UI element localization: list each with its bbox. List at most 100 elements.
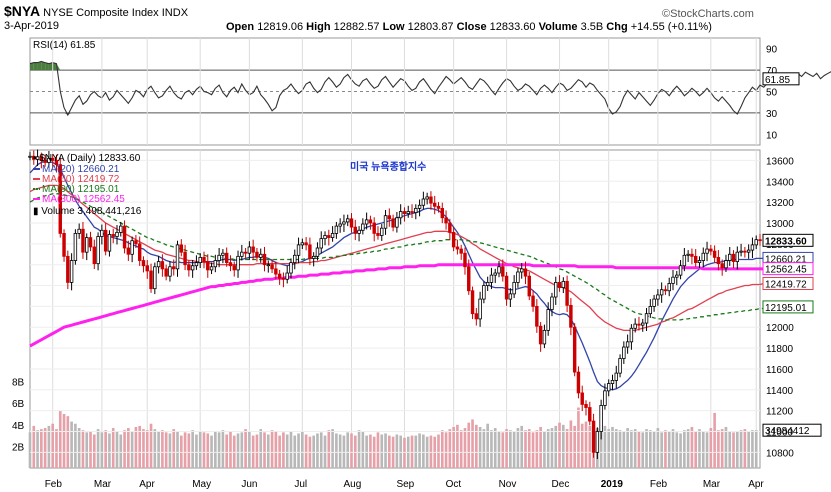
price-candle bbox=[693, 255, 698, 264]
volume-bar bbox=[414, 435, 418, 468]
ma60-line bbox=[29, 184, 776, 332]
volume-bar bbox=[346, 432, 350, 468]
price-tag-box bbox=[762, 276, 814, 290]
price-candle bbox=[342, 221, 346, 225]
price-tick-label: 11800 bbox=[766, 344, 794, 355]
volume-bar bbox=[229, 431, 232, 468]
volume-bar bbox=[236, 433, 240, 468]
volume-bar bbox=[353, 435, 357, 468]
volume-bar bbox=[96, 429, 100, 468]
rsi-overbought-fill bbox=[45, 62, 49, 71]
price-candle bbox=[618, 358, 622, 374]
volume-bar bbox=[626, 428, 629, 468]
volume-bar bbox=[603, 425, 607, 468]
volume-bar bbox=[55, 429, 58, 468]
volume-current-tag: 34984412 bbox=[765, 426, 810, 437]
price-candle bbox=[251, 246, 255, 253]
price-candle bbox=[398, 211, 403, 219]
volume-bar bbox=[728, 431, 732, 468]
price-panel bbox=[29, 149, 761, 469]
volume-bar bbox=[183, 432, 187, 468]
volume-bar bbox=[614, 429, 618, 468]
volume-bar bbox=[225, 434, 229, 468]
volume-bar bbox=[543, 431, 546, 468]
price-candle bbox=[372, 222, 376, 234]
volume-bar bbox=[58, 410, 62, 468]
volume-bar bbox=[278, 435, 281, 468]
price-candle bbox=[720, 263, 724, 269]
price-candle bbox=[625, 341, 630, 348]
volume-bar bbox=[138, 425, 142, 468]
ma90-line bbox=[29, 193, 783, 321]
price-candle bbox=[308, 244, 312, 259]
open-value: 12819.06 bbox=[257, 21, 304, 33]
ma-legend-label: MA(90) 12195.01 bbox=[42, 184, 120, 195]
rsi-overbought-fill bbox=[37, 61, 42, 71]
volume-bar bbox=[709, 428, 713, 468]
volume-bar bbox=[338, 434, 342, 468]
volume-bar bbox=[70, 421, 73, 468]
price-candle bbox=[603, 390, 607, 406]
price-candle bbox=[232, 265, 236, 271]
price-candle bbox=[591, 420, 596, 453]
price-candle bbox=[187, 264, 191, 271]
volume-bar bbox=[40, 429, 43, 468]
price-candle bbox=[361, 223, 365, 231]
price-candle bbox=[565, 280, 569, 306]
price-candle bbox=[262, 253, 267, 266]
volume-bar bbox=[142, 429, 145, 468]
price-candle bbox=[633, 323, 637, 329]
volume-bar bbox=[599, 422, 603, 468]
price-candle bbox=[35, 156, 40, 160]
change-value: +14.55 (+0.11%) bbox=[630, 21, 712, 33]
volume-bar bbox=[546, 429, 550, 468]
volume-bar bbox=[32, 425, 36, 468]
price-candle bbox=[614, 372, 618, 381]
volume-bar bbox=[648, 430, 652, 468]
price-candle bbox=[85, 237, 89, 253]
price-candle bbox=[432, 202, 437, 207]
price-candle bbox=[724, 260, 728, 269]
volume-bar bbox=[675, 432, 679, 468]
price-candle bbox=[81, 228, 85, 253]
volume-bar bbox=[656, 428, 660, 468]
volume-bar bbox=[580, 423, 584, 468]
stockcharts-brand[interactable]: ©StockCharts.com bbox=[662, 8, 754, 20]
volume-bar bbox=[335, 433, 338, 468]
volume-bar bbox=[89, 431, 92, 468]
price-candle bbox=[134, 240, 138, 245]
volume-bar bbox=[622, 431, 626, 468]
price-candle bbox=[206, 261, 210, 271]
x-tick-label: Mar bbox=[703, 479, 721, 490]
volume-bar bbox=[478, 426, 482, 468]
volume-bar bbox=[724, 426, 728, 468]
volume-bar bbox=[176, 431, 179, 468]
price-candle bbox=[247, 246, 252, 254]
volume-bar bbox=[679, 433, 682, 468]
low-value: 12803.87 bbox=[407, 21, 454, 33]
volume-bar bbox=[403, 437, 406, 468]
price-tick-label: 10800 bbox=[766, 448, 794, 459]
volume-bar bbox=[289, 431, 293, 468]
price-candle bbox=[455, 246, 460, 250]
price-candle bbox=[709, 248, 713, 252]
rsi-current-tag-box bbox=[762, 72, 800, 86]
price-candle bbox=[508, 293, 513, 300]
price-candle bbox=[190, 265, 195, 271]
price-candle bbox=[66, 255, 70, 283]
volume-bar bbox=[100, 432, 104, 468]
volume-bar bbox=[282, 432, 285, 468]
volume-bar bbox=[297, 433, 300, 468]
price-candle bbox=[236, 255, 240, 271]
price-candle bbox=[224, 252, 229, 264]
price-candle bbox=[311, 255, 316, 259]
x-tick-label: Apr bbox=[748, 479, 764, 490]
price-candle bbox=[656, 294, 660, 300]
price-candle bbox=[88, 237, 93, 248]
price-candle bbox=[202, 256, 206, 262]
rsi-tick-label: 50 bbox=[766, 88, 778, 99]
volume-bar bbox=[369, 434, 372, 468]
volume-bar bbox=[161, 430, 164, 468]
price-candle bbox=[667, 283, 671, 292]
volume-bar bbox=[270, 430, 274, 468]
